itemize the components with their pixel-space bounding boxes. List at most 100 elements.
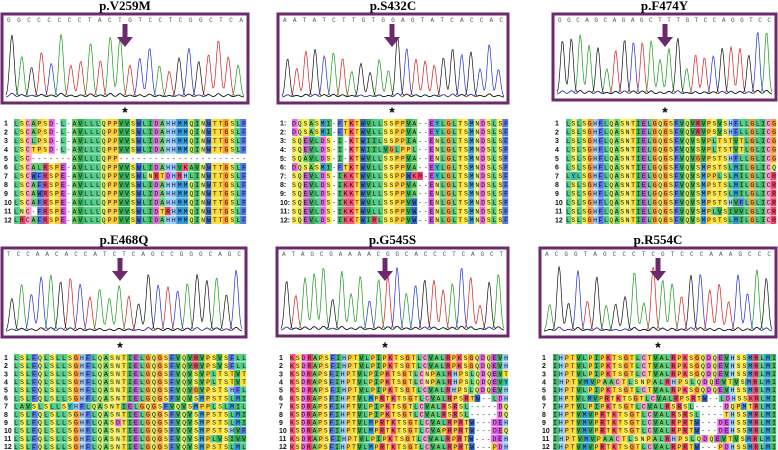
- residue-cell: [353, 435, 360, 443]
- residue-cell: [496, 386, 503, 394]
- residue-cell: [614, 136, 621, 145]
- residue-cell: [193, 198, 200, 207]
- residue-cell: [646, 127, 653, 136]
- residue-cell: [592, 189, 599, 198]
- residue-cell: [679, 180, 685, 189]
- residue-cell: [676, 402, 683, 411]
- residue-cell: [732, 145, 739, 154]
- residue-cell: [664, 443, 671, 450]
- residue-cell: [393, 354, 400, 362]
- residue-cell: [204, 435, 211, 443]
- residue-cell: [368, 418, 375, 427]
- residue-cell: [496, 198, 503, 207]
- residue-cell: [577, 435, 585, 443]
- residue-cell: [451, 207, 458, 216]
- residue-cell: [738, 136, 744, 145]
- residue-cell: [759, 180, 766, 189]
- residue-cell: [587, 394, 594, 402]
- residue-cell: [609, 180, 615, 189]
- residue-cell: [764, 354, 771, 362]
- residue-cell: [746, 410, 753, 419]
- residue-cell: [502, 386, 509, 394]
- residue-cell: [427, 362, 434, 370]
- residue-cell: [337, 136, 344, 145]
- aligned-sequence: LSLSGHFLQASNTIELGQGSFVQVSMPSTSHVFLGLICR: [566, 200, 776, 207]
- residue-cell: [732, 163, 739, 172]
- residue-cell: [193, 136, 200, 145]
- residue-cell: [752, 370, 759, 378]
- residue-cell: [676, 378, 684, 386]
- residue-cell: [312, 378, 319, 386]
- residue-cell: [401, 426, 408, 435]
- residue-cell: [576, 410, 583, 419]
- residue-cell: [429, 410, 436, 419]
- residue-cell: [72, 136, 78, 145]
- residue-cell: [91, 378, 98, 386]
- residue-cell: [746, 402, 753, 411]
- residue-cell: [162, 410, 169, 419]
- residue-cell: [329, 410, 335, 419]
- residue-cell: [37, 163, 44, 172]
- residue-cell: [170, 215, 177, 224]
- residue-cell: [621, 435, 628, 443]
- residue-cell: [340, 394, 347, 402]
- residue-cell: [72, 127, 78, 136]
- residue-cell: [673, 394, 679, 402]
- aligned-sequence: SQEVLDS-I-KTWIILSSPPIA--ENLGLTSMNDSLSF: [292, 138, 508, 145]
- residue-cell: [354, 207, 361, 216]
- residue-cell: [317, 410, 324, 419]
- residue-cell: [37, 215, 44, 224]
- row-number: 1: [279, 355, 283, 362]
- residue-cell: [695, 394, 702, 402]
- residue-cell: [396, 426, 402, 435]
- residue-cell: [603, 207, 610, 216]
- residue-cell: [682, 410, 689, 419]
- residue-cell: [240, 362, 247, 370]
- residue-cell: [564, 426, 571, 435]
- residue-cell: [444, 386, 451, 394]
- row-number: 9: [4, 191, 8, 198]
- residue-cell: [60, 163, 67, 172]
- residue-cell: [211, 163, 218, 172]
- residue-cell: [485, 127, 492, 136]
- residue-cell: [582, 418, 589, 427]
- residue-cell: [323, 370, 330, 378]
- residue-cell: [371, 145, 378, 154]
- residue-cell: [394, 180, 401, 189]
- residue-cell: [118, 127, 125, 136]
- residue-cell: [619, 136, 626, 145]
- residue-cell: [603, 154, 610, 163]
- residue-cell: [468, 145, 475, 154]
- residue-cell: [652, 386, 659, 394]
- residue-cell: [479, 119, 486, 128]
- residue-cell: [43, 180, 49, 189]
- residue-cell: [77, 127, 84, 136]
- residue-cell: [37, 180, 44, 189]
- residue-cell: [652, 378, 659, 386]
- residue-cell: [357, 410, 363, 419]
- residue-cell: [377, 145, 384, 154]
- residue-cell: [726, 378, 733, 386]
- residue-cell: [79, 378, 86, 386]
- aligned-sequence: IHPTVLPIPKTSGTLCTVALRPKSGQDQEVHSSMRLMI: [553, 371, 776, 378]
- residue-cell: [373, 426, 380, 435]
- residue-cell: [727, 198, 734, 207]
- residue-cell: [729, 354, 736, 362]
- residue-cell: [85, 410, 92, 419]
- residue-cell: [217, 145, 223, 154]
- residue-cell: [390, 426, 397, 435]
- residue-cell: [699, 370, 706, 378]
- residue-cell: [582, 426, 589, 435]
- residue-cell: [240, 171, 247, 180]
- residue-cell: [222, 386, 229, 394]
- residue-cell: [180, 435, 187, 443]
- residue-cell: [770, 386, 777, 394]
- residue-cell: [435, 443, 442, 450]
- residue-cell: [132, 362, 140, 370]
- residue-cell: [751, 378, 758, 386]
- residue-cell: [667, 394, 674, 402]
- residue-cell: [14, 426, 21, 435]
- residue-cell: [662, 215, 669, 224]
- residue-cell: [320, 127, 327, 136]
- residue-cell: [625, 215, 631, 224]
